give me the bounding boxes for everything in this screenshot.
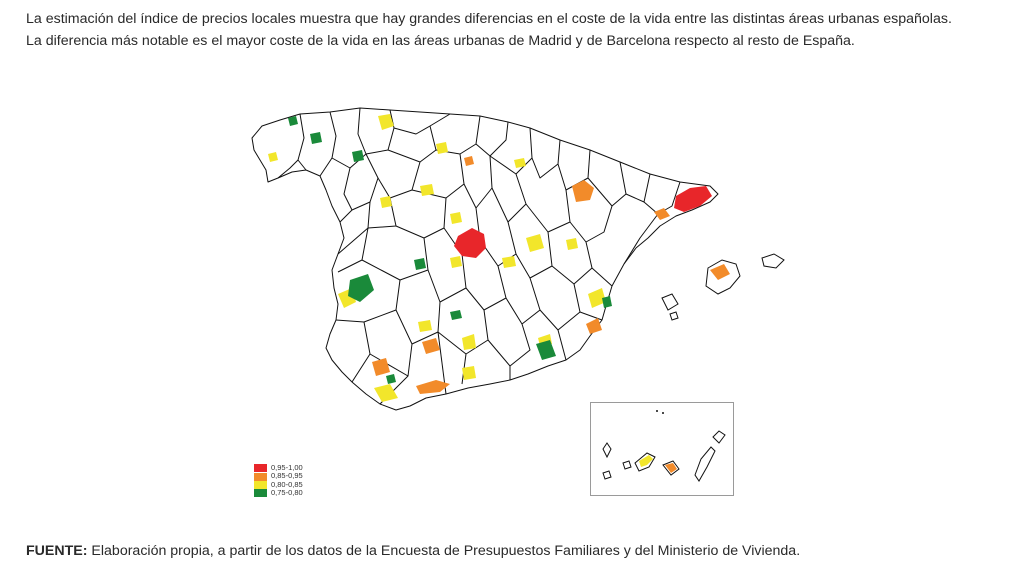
barcelona-area <box>674 186 712 212</box>
legend-label-orange: 0,85-0,95 <box>271 471 303 481</box>
legend-item-red: 0,95-1,00 <box>254 463 303 473</box>
canary-islands-map <box>602 410 726 482</box>
balearic-islands <box>661 253 785 321</box>
legend-label-red: 0,95-1,00 <box>271 463 303 472</box>
la-palma-outline <box>602 442 612 459</box>
source-text: Elaboración propia, a partir de los dato… <box>87 543 801 559</box>
madrid-area <box>454 228 486 258</box>
legend-item-yellow: 0,80-0,85 <box>254 479 303 489</box>
ibiza-outline <box>661 293 679 311</box>
gran-canaria-outline <box>662 460 680 476</box>
tenerife-outline <box>634 452 656 472</box>
legend-swatch-green <box>254 489 267 498</box>
mallorca-outline <box>705 259 741 295</box>
sevilla-area <box>372 358 390 376</box>
intro-text: La estimación del índice de precios loca… <box>26 8 1016 52</box>
legend-swatch-yellow <box>254 480 267 489</box>
legend-item-orange: 0,85-0,95 <box>254 471 303 481</box>
alicante-area <box>586 318 602 334</box>
legend-label-yellow: 0,80-0,85 <box>271 479 303 489</box>
fuerteventura-outline <box>694 446 716 482</box>
urban-areas <box>268 114 730 402</box>
lanzarote-outline <box>712 430 726 444</box>
province-boundaries <box>251 107 719 411</box>
legend-swatch-orange <box>254 472 267 481</box>
el-hierro-outline <box>602 470 612 480</box>
la-gomera-outline <box>622 460 632 470</box>
canary-islands-inset <box>590 402 734 496</box>
malaga-area <box>416 380 450 394</box>
tarragona-area <box>654 208 670 220</box>
intro-line-2: La diferencia más notable es el mayor co… <box>26 33 855 49</box>
peninsula-outline <box>251 107 719 411</box>
map-legend: 0,95-1,00 0,85-0,95 0,80-0,85 0,75-0,80 <box>254 463 303 498</box>
formentera-outline <box>669 311 679 321</box>
legend-label-green: 0,75-0,80 <box>271 488 303 498</box>
legend-item-green: 0,75-0,80 <box>254 488 303 498</box>
valladolid-area <box>464 156 474 166</box>
legend-swatch-red <box>254 464 267 473</box>
gran-canaria-area <box>665 463 677 473</box>
intro-line-1: La estimación del índice de precios loca… <box>26 11 952 27</box>
source-note: FUENTE: Elaboración propia, a partir de … <box>26 543 800 559</box>
spain-price-index-map <box>251 107 785 411</box>
mallorca-palma-area <box>710 264 730 280</box>
source-label: FUENTE: <box>26 543 88 559</box>
granada-area <box>422 338 440 354</box>
menorca-outline <box>761 253 785 269</box>
zaragoza-area <box>572 180 594 202</box>
tenerife-area <box>639 455 653 467</box>
